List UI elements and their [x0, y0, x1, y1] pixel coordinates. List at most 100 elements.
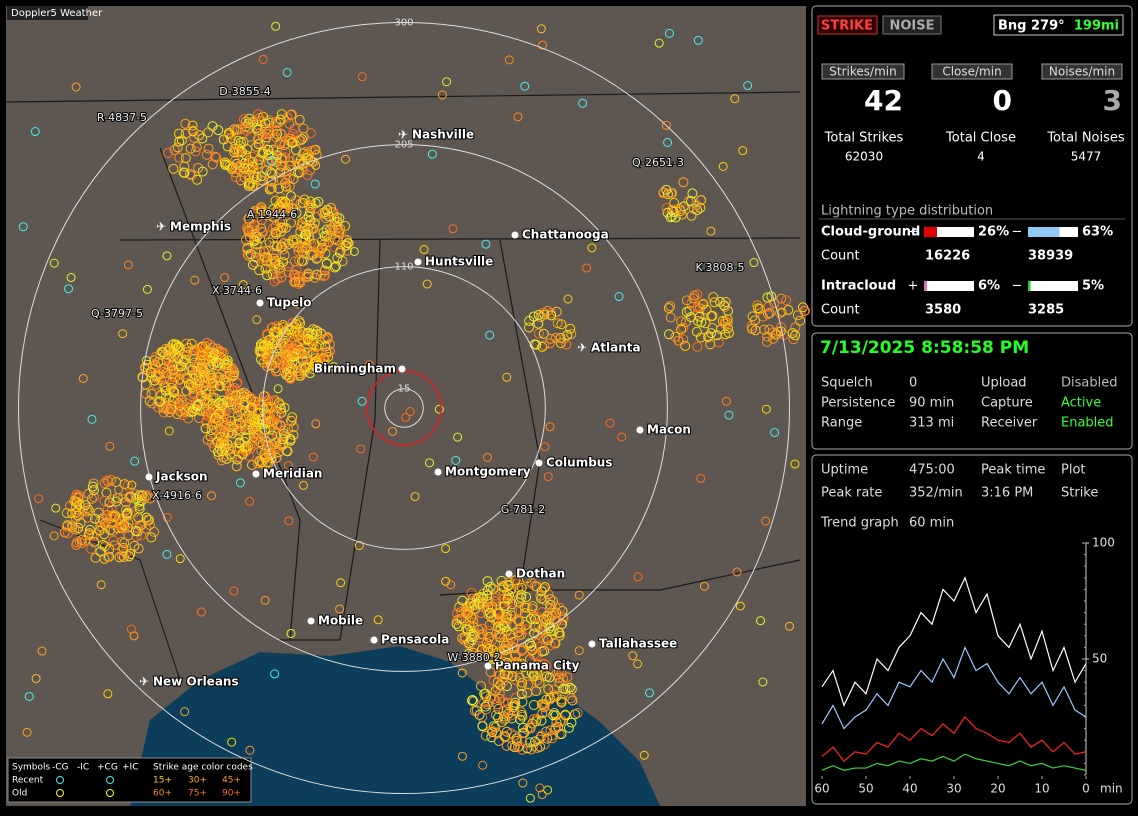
strike-symbol [88, 485, 99, 496]
strike-symbol [663, 138, 673, 148]
strike-symbol [305, 165, 316, 176]
strike-symbol [249, 206, 260, 217]
strike-symbol [258, 111, 269, 122]
strike-symbol [536, 24, 546, 34]
strike-symbol [97, 513, 108, 524]
station-label: A-1944-6 [247, 208, 297, 221]
strike-field [18, 21, 811, 803]
strike-symbol [257, 148, 268, 159]
strike-symbol [574, 590, 584, 600]
strike-symbol [80, 535, 91, 546]
strike-symbol [174, 152, 185, 163]
strike-symbol [544, 338, 555, 349]
strike-symbol [144, 519, 155, 530]
noise-button-label[interactable]: NOISE [889, 19, 934, 34]
strike-symbol [200, 385, 211, 396]
strike-symbol [267, 322, 278, 333]
strike-symbol [62, 528, 73, 539]
total-value: 4 [977, 150, 985, 164]
strike-symbol [269, 253, 280, 264]
legend-symbol: +IC [122, 763, 138, 773]
strike-symbol [308, 249, 319, 260]
strike-symbol [203, 347, 214, 358]
strike-symbol [749, 315, 760, 326]
strike-symbol [675, 316, 686, 327]
rate-header-box [821, 63, 905, 80]
strike-symbol [276, 175, 287, 186]
sign: + [908, 279, 919, 294]
strike-symbol [64, 284, 74, 294]
strike-symbol [290, 144, 301, 155]
strike-symbol [405, 406, 415, 416]
strike-symbol [229, 167, 240, 178]
strike-symbol [496, 582, 507, 593]
strike-symbol [172, 342, 183, 353]
strike-symbol [176, 397, 187, 408]
panels [811, 5, 1133, 805]
strike-symbol [492, 699, 503, 710]
strike-symbol [213, 357, 224, 368]
strike-button[interactable] [817, 15, 878, 35]
city-dot [484, 662, 492, 670]
legend-age: 15+ [153, 776, 172, 786]
strike-symbol [221, 446, 232, 457]
total-label: Total Close [945, 131, 1016, 146]
city-dot [370, 636, 378, 644]
strike-symbol [18, 222, 28, 232]
bar-fill [924, 281, 927, 291]
strike-symbol [507, 740, 518, 751]
strike-button-label[interactable]: STRIKE [821, 19, 873, 34]
noise-button[interactable] [882, 15, 942, 35]
strike-symbol [678, 322, 689, 333]
strike-symbol [706, 226, 716, 236]
strike-symbol [529, 661, 540, 672]
strike-symbol [291, 346, 302, 357]
percent-label: 63% [1082, 225, 1113, 240]
strike-symbol [175, 554, 185, 564]
strike-symbol [214, 398, 225, 409]
range-ring [140, 144, 668, 672]
strike-symbol [486, 602, 497, 613]
strike-symbol [424, 458, 434, 468]
station-label: Q-3797-5 [91, 307, 143, 320]
strike-symbol [516, 645, 527, 656]
strike-symbol [237, 449, 248, 460]
strike-symbol [173, 352, 184, 363]
stat: 352/min [909, 486, 963, 501]
strike-symbol [567, 695, 578, 706]
strike-symbol [254, 265, 265, 276]
strike-symbol [278, 340, 289, 351]
strike-symbol [149, 363, 160, 374]
strike-symbol [290, 358, 301, 369]
strike-symbol [454, 602, 465, 613]
strike-symbol [251, 239, 262, 250]
strike-symbol [122, 507, 133, 518]
strike-symbol [194, 404, 205, 415]
strike-symbol [321, 224, 332, 235]
strike-symbol [319, 265, 330, 276]
strike-symbol [664, 28, 674, 38]
city-dot [398, 365, 406, 373]
strike-symbol [133, 512, 144, 523]
legend-row: Recent [12, 776, 44, 786]
city-label: Macon [647, 423, 691, 437]
app-label-bg [7, 6, 88, 20]
legend-age: 60+ [153, 789, 172, 799]
range-label: 205 [394, 140, 413, 151]
strike-symbol [437, 90, 447, 100]
strike-symbol [272, 129, 283, 140]
strike-symbol [507, 605, 518, 616]
strike-symbol [661, 203, 672, 214]
strike-symbol [776, 293, 787, 304]
strike-symbol [259, 451, 270, 462]
strike-symbol [266, 168, 277, 179]
strike-symbol [34, 494, 44, 504]
strike-symbol [247, 259, 258, 270]
strike-symbol [463, 607, 474, 618]
strike-symbol [125, 548, 136, 559]
strike-symbol [257, 226, 268, 237]
strike-symbol [335, 228, 346, 239]
strike-symbol [707, 323, 718, 334]
strike-symbol [526, 640, 537, 651]
strike-symbol [513, 604, 524, 615]
